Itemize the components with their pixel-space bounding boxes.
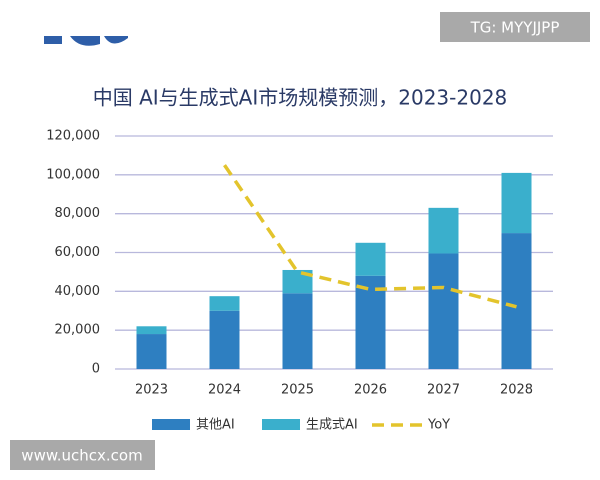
y-tick-label: 100,000 bbox=[46, 167, 100, 182]
bar-segment bbox=[136, 326, 167, 335]
logo-fragment bbox=[44, 36, 128, 46]
bar-segment bbox=[501, 233, 532, 369]
y-tick-label: 40,000 bbox=[55, 284, 101, 299]
x-tick-label: 2028 bbox=[500, 383, 533, 398]
y-tick-label: 120,000 bbox=[46, 129, 100, 144]
x-tick-label: 2026 bbox=[354, 383, 387, 398]
bar-segment bbox=[428, 207, 459, 254]
chart-title: 中国 AI与生成式AI市场规模预测，2023-2028 bbox=[93, 86, 508, 110]
legend-swatch bbox=[262, 419, 300, 430]
bar-segment bbox=[136, 334, 167, 369]
x-tick-label: 2024 bbox=[208, 383, 241, 398]
bar-segment bbox=[501, 172, 532, 234]
watermark-box bbox=[440, 12, 590, 42]
legend-label: 其他AI bbox=[196, 418, 235, 433]
x-tick-label: 2027 bbox=[427, 383, 460, 398]
bar-segment bbox=[355, 275, 386, 369]
yoy-line bbox=[223, 164, 517, 309]
y-tick-label: 60,000 bbox=[55, 245, 101, 260]
y-tick-label: 80,000 bbox=[55, 206, 101, 221]
watermark-box bbox=[10, 440, 155, 470]
watermark: www.uchcx.com bbox=[21, 447, 142, 465]
y-tick-label: 0 bbox=[92, 362, 100, 377]
bar-segment bbox=[209, 296, 240, 311]
y-tick-label: 20,000 bbox=[55, 323, 101, 338]
x-tick-label: 2025 bbox=[281, 383, 314, 398]
legend-swatch bbox=[152, 419, 190, 430]
x-tick-label: 2023 bbox=[135, 383, 168, 398]
legend-label: YoY bbox=[427, 418, 450, 433]
legend-label: 生成式AI bbox=[306, 418, 358, 433]
watermark: TG: MYYJJPP bbox=[470, 19, 560, 37]
bar-segment bbox=[428, 253, 459, 369]
bar-segment bbox=[282, 269, 313, 294]
bar-segment bbox=[355, 242, 386, 276]
bar-segment bbox=[209, 310, 240, 369]
bar-segment bbox=[282, 293, 313, 369]
